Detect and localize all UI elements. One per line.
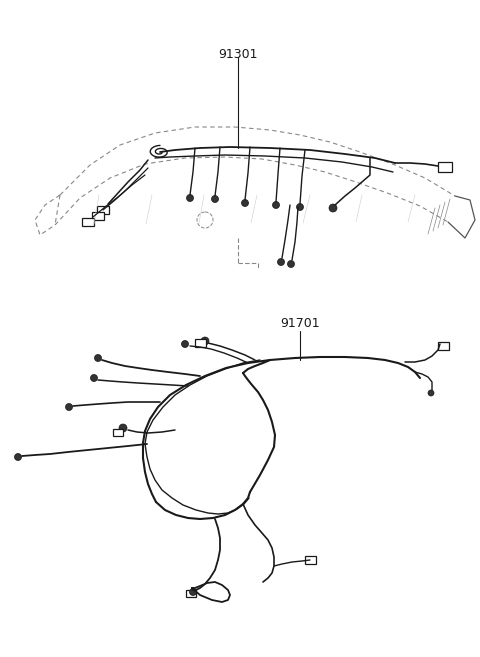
Bar <box>97 206 109 214</box>
Text: 91701: 91701 <box>280 317 320 330</box>
Circle shape <box>187 194 193 202</box>
Circle shape <box>273 202 279 208</box>
Bar <box>82 218 94 226</box>
Bar <box>92 212 104 220</box>
Bar <box>186 589 196 597</box>
Circle shape <box>190 589 196 595</box>
Circle shape <box>277 258 285 265</box>
Circle shape <box>297 204 303 210</box>
Circle shape <box>288 260 295 267</box>
Circle shape <box>91 374 97 382</box>
Bar <box>113 428 123 436</box>
Circle shape <box>428 390 434 396</box>
Circle shape <box>14 453 22 461</box>
Circle shape <box>212 196 218 202</box>
Bar <box>194 339 205 347</box>
Circle shape <box>329 204 337 212</box>
Circle shape <box>119 424 127 432</box>
Bar <box>437 342 448 350</box>
Circle shape <box>241 200 249 206</box>
Circle shape <box>181 340 189 348</box>
Circle shape <box>65 403 72 411</box>
Bar <box>438 162 452 172</box>
Text: 91301: 91301 <box>218 48 258 61</box>
Circle shape <box>95 355 101 361</box>
Bar <box>304 556 315 564</box>
Circle shape <box>201 337 209 345</box>
